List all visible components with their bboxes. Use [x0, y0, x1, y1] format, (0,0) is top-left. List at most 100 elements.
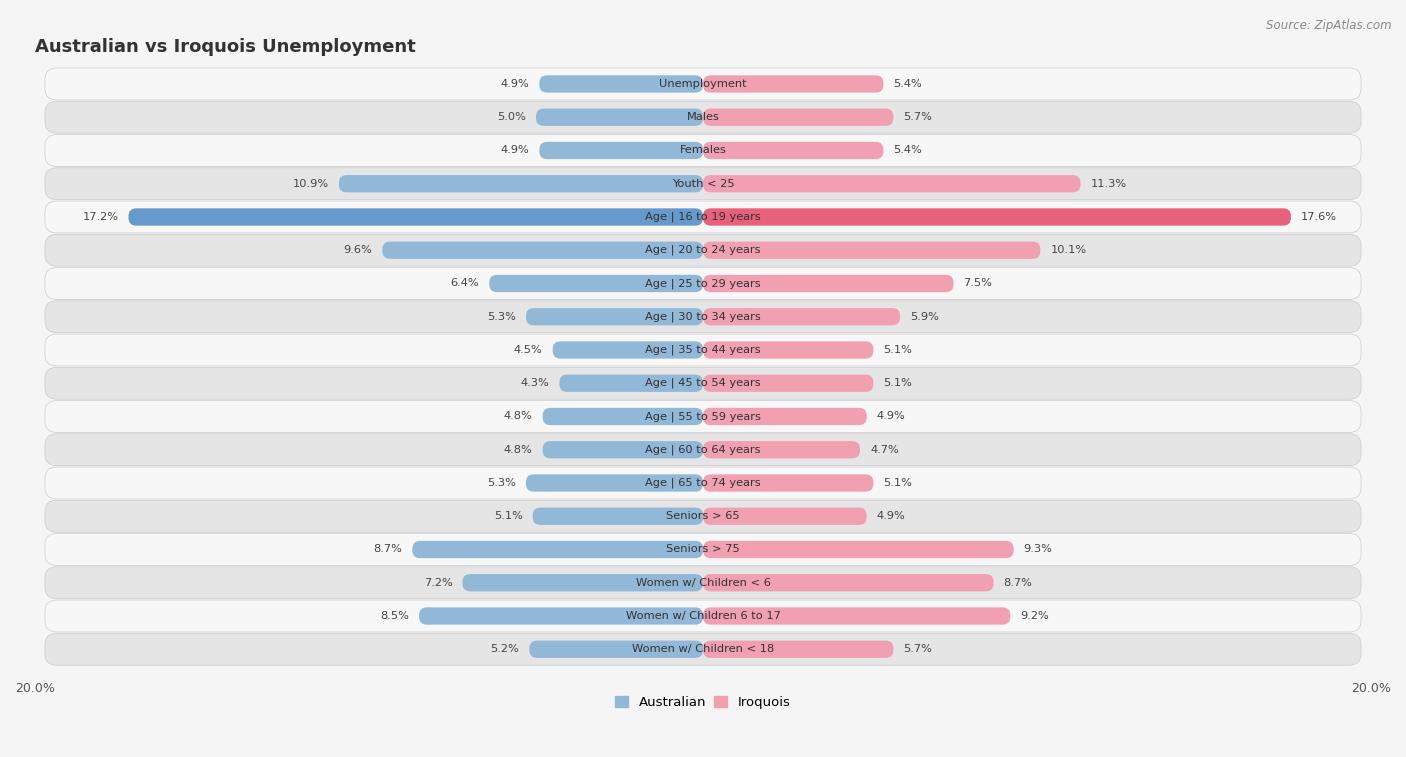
Text: 4.9%: 4.9% — [877, 511, 905, 522]
FancyBboxPatch shape — [45, 267, 1361, 300]
FancyBboxPatch shape — [703, 175, 1080, 192]
Text: Age | 25 to 29 years: Age | 25 to 29 years — [645, 279, 761, 288]
FancyBboxPatch shape — [45, 567, 1361, 599]
Text: 4.3%: 4.3% — [520, 378, 550, 388]
Text: Females: Females — [679, 145, 727, 155]
Text: Age | 45 to 54 years: Age | 45 to 54 years — [645, 378, 761, 388]
FancyBboxPatch shape — [45, 634, 1361, 665]
FancyBboxPatch shape — [339, 175, 703, 192]
FancyBboxPatch shape — [45, 101, 1361, 133]
FancyBboxPatch shape — [463, 574, 703, 591]
FancyBboxPatch shape — [45, 367, 1361, 399]
Text: Unemployment: Unemployment — [659, 79, 747, 89]
Text: Age | 30 to 34 years: Age | 30 to 34 years — [645, 311, 761, 322]
FancyBboxPatch shape — [45, 467, 1361, 499]
FancyBboxPatch shape — [45, 434, 1361, 466]
Text: Seniors > 75: Seniors > 75 — [666, 544, 740, 554]
FancyBboxPatch shape — [45, 201, 1361, 233]
Text: 5.7%: 5.7% — [904, 112, 932, 122]
FancyBboxPatch shape — [526, 475, 703, 491]
FancyBboxPatch shape — [703, 341, 873, 359]
Text: 5.3%: 5.3% — [486, 478, 516, 488]
FancyBboxPatch shape — [703, 540, 1014, 558]
Text: 5.1%: 5.1% — [883, 378, 912, 388]
FancyBboxPatch shape — [553, 341, 703, 359]
FancyBboxPatch shape — [382, 241, 703, 259]
Text: Age | 60 to 64 years: Age | 60 to 64 years — [645, 444, 761, 455]
Text: 4.8%: 4.8% — [503, 412, 533, 422]
FancyBboxPatch shape — [703, 308, 900, 326]
Text: Age | 20 to 24 years: Age | 20 to 24 years — [645, 245, 761, 255]
FancyBboxPatch shape — [533, 508, 703, 525]
Text: 10.1%: 10.1% — [1050, 245, 1087, 255]
Text: 5.3%: 5.3% — [486, 312, 516, 322]
FancyBboxPatch shape — [45, 135, 1361, 167]
FancyBboxPatch shape — [703, 640, 893, 658]
Text: 4.9%: 4.9% — [501, 145, 529, 155]
Text: 5.7%: 5.7% — [904, 644, 932, 654]
FancyBboxPatch shape — [703, 441, 860, 459]
Text: Women w/ Children < 18: Women w/ Children < 18 — [631, 644, 775, 654]
Text: 5.1%: 5.1% — [494, 511, 523, 522]
Text: Males: Males — [686, 112, 720, 122]
FancyBboxPatch shape — [45, 600, 1361, 632]
FancyBboxPatch shape — [543, 441, 703, 459]
Text: 4.9%: 4.9% — [501, 79, 529, 89]
FancyBboxPatch shape — [703, 108, 893, 126]
Text: 5.2%: 5.2% — [491, 644, 519, 654]
FancyBboxPatch shape — [45, 334, 1361, 366]
Text: 5.4%: 5.4% — [893, 145, 922, 155]
FancyBboxPatch shape — [703, 607, 1011, 625]
FancyBboxPatch shape — [560, 375, 703, 392]
Text: Age | 35 to 44 years: Age | 35 to 44 years — [645, 344, 761, 355]
FancyBboxPatch shape — [536, 108, 703, 126]
FancyBboxPatch shape — [543, 408, 703, 425]
Text: 6.4%: 6.4% — [450, 279, 479, 288]
Text: 9.6%: 9.6% — [343, 245, 373, 255]
Text: 5.9%: 5.9% — [910, 312, 939, 322]
FancyBboxPatch shape — [45, 400, 1361, 432]
FancyBboxPatch shape — [45, 534, 1361, 565]
FancyBboxPatch shape — [703, 574, 994, 591]
FancyBboxPatch shape — [540, 76, 703, 92]
Text: 8.5%: 8.5% — [380, 611, 409, 621]
Text: 11.3%: 11.3% — [1091, 179, 1126, 188]
Text: 4.9%: 4.9% — [877, 412, 905, 422]
FancyBboxPatch shape — [526, 308, 703, 326]
Text: Seniors > 65: Seniors > 65 — [666, 511, 740, 522]
FancyBboxPatch shape — [419, 607, 703, 625]
FancyBboxPatch shape — [45, 500, 1361, 532]
FancyBboxPatch shape — [703, 508, 866, 525]
Text: Age | 16 to 19 years: Age | 16 to 19 years — [645, 212, 761, 223]
FancyBboxPatch shape — [45, 168, 1361, 200]
FancyBboxPatch shape — [45, 68, 1361, 100]
Text: 7.5%: 7.5% — [963, 279, 993, 288]
FancyBboxPatch shape — [703, 475, 873, 491]
FancyBboxPatch shape — [703, 142, 883, 159]
FancyBboxPatch shape — [703, 241, 1040, 259]
FancyBboxPatch shape — [703, 208, 1291, 226]
FancyBboxPatch shape — [45, 234, 1361, 266]
Text: 5.0%: 5.0% — [498, 112, 526, 122]
FancyBboxPatch shape — [489, 275, 703, 292]
Text: Age | 55 to 59 years: Age | 55 to 59 years — [645, 411, 761, 422]
FancyBboxPatch shape — [703, 275, 953, 292]
Text: Australian vs Iroquois Unemployment: Australian vs Iroquois Unemployment — [35, 38, 416, 56]
FancyBboxPatch shape — [45, 301, 1361, 332]
FancyBboxPatch shape — [703, 375, 873, 392]
Text: Women w/ Children < 6: Women w/ Children < 6 — [636, 578, 770, 587]
FancyBboxPatch shape — [412, 540, 703, 558]
Text: 9.3%: 9.3% — [1024, 544, 1053, 554]
Text: 10.9%: 10.9% — [292, 179, 329, 188]
Text: Women w/ Children 6 to 17: Women w/ Children 6 to 17 — [626, 611, 780, 621]
FancyBboxPatch shape — [529, 640, 703, 658]
Legend: Australian, Iroquois: Australian, Iroquois — [610, 691, 796, 715]
Text: 5.4%: 5.4% — [893, 79, 922, 89]
FancyBboxPatch shape — [128, 208, 703, 226]
Text: 17.6%: 17.6% — [1301, 212, 1337, 222]
FancyBboxPatch shape — [703, 408, 866, 425]
Text: 17.2%: 17.2% — [83, 212, 118, 222]
Text: 5.1%: 5.1% — [883, 478, 912, 488]
Text: 4.5%: 4.5% — [515, 345, 543, 355]
Text: 5.1%: 5.1% — [883, 345, 912, 355]
